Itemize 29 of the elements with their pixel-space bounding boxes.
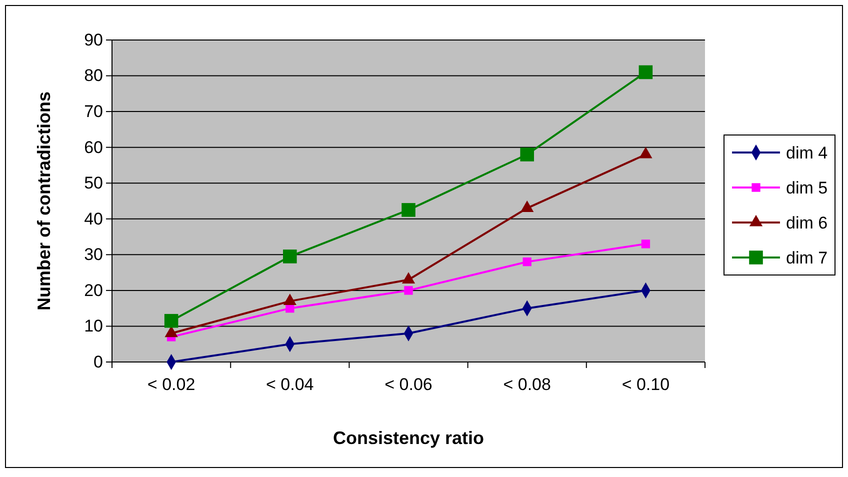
y-tick-label: 0 xyxy=(94,352,103,372)
x-tick-label: < 0.04 xyxy=(266,375,314,394)
y-tick-label: 30 xyxy=(84,245,103,264)
legend-label: dim 4 xyxy=(786,144,828,162)
point xyxy=(522,257,532,266)
point xyxy=(164,314,178,328)
y-tick-label: 10 xyxy=(84,316,103,336)
y-tick-label: 60 xyxy=(84,138,103,157)
legend-label: dim 6 xyxy=(786,214,828,232)
point xyxy=(641,240,650,248)
legend-label: dim 7 xyxy=(786,248,828,268)
x-tick-label: < 0.06 xyxy=(384,375,432,394)
x-tick-label: < 0.10 xyxy=(622,375,670,394)
y-tick-label: 90 xyxy=(84,30,103,50)
point xyxy=(638,65,653,80)
y-axis-title: Number of contradictions xyxy=(34,91,54,311)
y-tick-label: 20 xyxy=(84,280,103,300)
y-tick-label: 70 xyxy=(84,102,103,121)
point xyxy=(404,286,413,295)
point xyxy=(520,148,534,162)
legend-label: dim 5 xyxy=(786,178,828,198)
y-tick-label: 50 xyxy=(84,174,103,193)
x-tick-label: < 0.08 xyxy=(503,375,551,394)
point xyxy=(283,250,297,264)
x-tick-label: < 0.02 xyxy=(147,375,196,394)
x-axis-title: Consistency ratio xyxy=(332,428,484,448)
point xyxy=(402,203,416,217)
y-tick-label: 80 xyxy=(84,66,103,86)
y-tick-label: 40 xyxy=(84,209,103,228)
